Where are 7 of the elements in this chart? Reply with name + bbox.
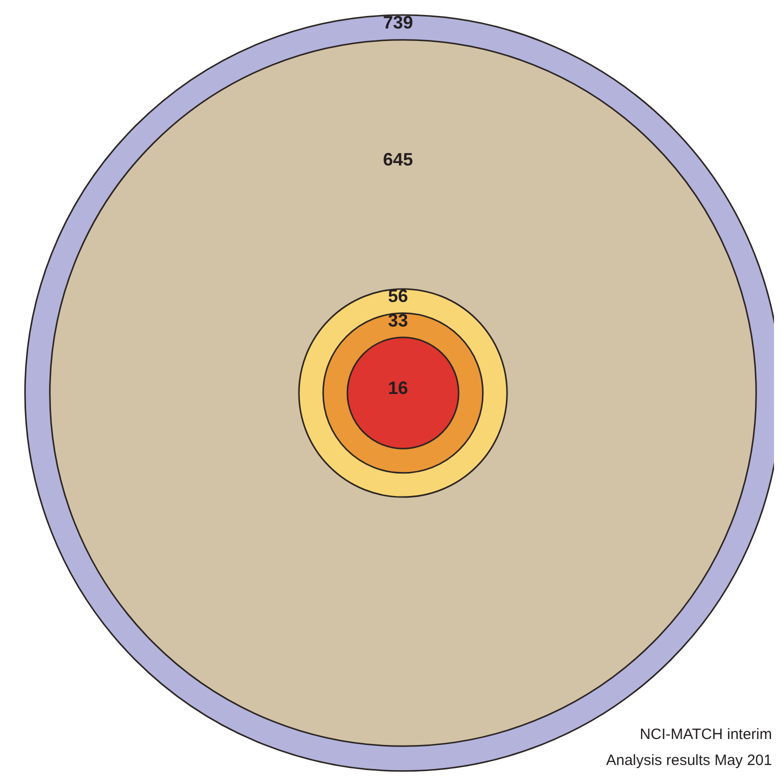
data-label: 56 xyxy=(388,286,408,306)
data-label: 33 xyxy=(388,310,408,330)
data-label: 16 xyxy=(388,378,408,398)
data-label: 739 xyxy=(382,12,414,32)
text: Analysis results May 201 xyxy=(606,751,772,771)
data-label: 645 xyxy=(382,149,414,170)
text: NCI-MATCH interim xyxy=(638,725,772,745)
